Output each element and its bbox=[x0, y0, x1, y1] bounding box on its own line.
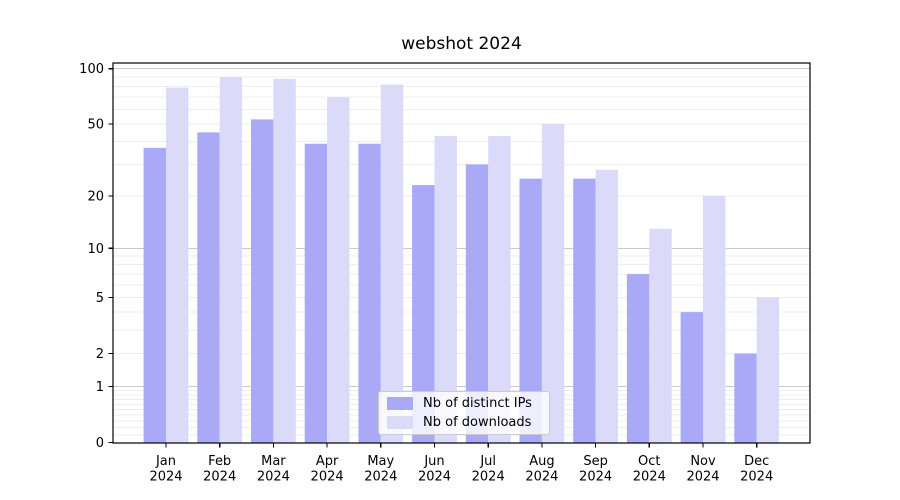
x-tick-label-month: Oct bbox=[638, 454, 660, 469]
x-tick-label-year: 2024 bbox=[418, 470, 451, 485]
bar-sep-distinct-ips bbox=[573, 178, 596, 443]
bar-feb-downloads bbox=[219, 77, 243, 443]
x-tick-label-year: 2024 bbox=[257, 470, 290, 485]
plot-frame bbox=[112, 62, 811, 444]
x-tick-label-month: Nov bbox=[690, 454, 716, 469]
x-tick-label-month: Dec bbox=[744, 454, 769, 469]
legend-item-downloads: Nb of downloads bbox=[387, 416, 541, 429]
x-tick-label-month: Jul bbox=[479, 454, 496, 469]
bar-jun-downloads bbox=[434, 135, 457, 443]
bar-may-downloads bbox=[380, 84, 404, 444]
bar-aug-distinct-ips bbox=[519, 178, 542, 443]
y-tick-label: 1 bbox=[96, 380, 104, 395]
x-tick-label-year: 2024 bbox=[686, 470, 719, 485]
bar-jan-distinct-ips bbox=[143, 147, 166, 443]
x-tick-label-month: Jan bbox=[155, 454, 176, 469]
y-tick-label: 0 bbox=[96, 436, 104, 451]
y-tick-label: 20 bbox=[87, 189, 104, 204]
x-tick-label-year: 2024 bbox=[149, 470, 182, 485]
x-tick-label-year: 2024 bbox=[203, 470, 236, 485]
bar-dec-distinct-ips bbox=[734, 353, 757, 443]
bar-may-distinct-ips bbox=[358, 143, 381, 443]
bar-feb-distinct-ips bbox=[197, 132, 220, 443]
bar-nov-distinct-ips bbox=[680, 312, 703, 443]
bar-mar-downloads bbox=[273, 78, 296, 443]
x-tick-label-month: Sep bbox=[583, 454, 608, 469]
y-tick-label: 10 bbox=[87, 242, 104, 257]
y-tick-label: 2 bbox=[96, 347, 104, 362]
x-tick-label-year: 2024 bbox=[525, 470, 558, 485]
bar-mar-distinct-ips bbox=[251, 119, 274, 443]
y-tick-label: 50 bbox=[87, 118, 104, 133]
bar-oct-downloads bbox=[649, 228, 672, 443]
bar-aug-downloads bbox=[541, 124, 565, 444]
legend: Nb of distinct IPs Nb of downloads bbox=[378, 391, 550, 435]
bar-oct-distinct-ips bbox=[626, 274, 650, 443]
chart-title: webshot 2024 bbox=[401, 34, 522, 54]
x-tick-label-month: Apr bbox=[316, 454, 339, 469]
x-tick-label-year: 2024 bbox=[740, 470, 773, 485]
bar-jul-distinct-ips bbox=[465, 164, 489, 444]
legend-swatch-downloads bbox=[387, 416, 413, 429]
x-tick-label-year: 2024 bbox=[364, 470, 397, 485]
x-tick-label-month: Mar bbox=[261, 454, 286, 469]
x-tick-label-month: Jun bbox=[423, 454, 444, 469]
bar-apr-distinct-ips bbox=[304, 143, 328, 443]
x-tick-label-month: Feb bbox=[208, 454, 231, 469]
x-tick-label-year: 2024 bbox=[633, 470, 666, 485]
bar-jul-downloads bbox=[488, 135, 511, 443]
x-tick-label-year: 2024 bbox=[579, 470, 612, 485]
legend-item-distinct-ips: Nb of distinct IPs bbox=[387, 397, 541, 410]
bar-dec-downloads bbox=[756, 297, 780, 443]
bar-apr-downloads bbox=[327, 97, 350, 443]
y-tick-label: 100 bbox=[79, 62, 104, 77]
x-tick-label-month: Aug bbox=[529, 454, 554, 469]
x-tick-label-year: 2024 bbox=[472, 470, 505, 485]
bar-jan-downloads bbox=[166, 87, 189, 443]
bar-nov-downloads bbox=[703, 195, 726, 443]
legend-swatch-distinct-ips bbox=[387, 397, 413, 410]
bar-sep-downloads bbox=[595, 169, 618, 444]
x-tick-label-month: May bbox=[367, 454, 394, 469]
legend-label-downloads: Nb of downloads bbox=[423, 415, 532, 430]
x-tick-label-year: 2024 bbox=[311, 470, 344, 485]
y-tick-label: 5 bbox=[96, 291, 104, 306]
legend-label-distinct-ips: Nb of distinct IPs bbox=[423, 396, 532, 411]
bar-jun-distinct-ips bbox=[412, 185, 435, 443]
